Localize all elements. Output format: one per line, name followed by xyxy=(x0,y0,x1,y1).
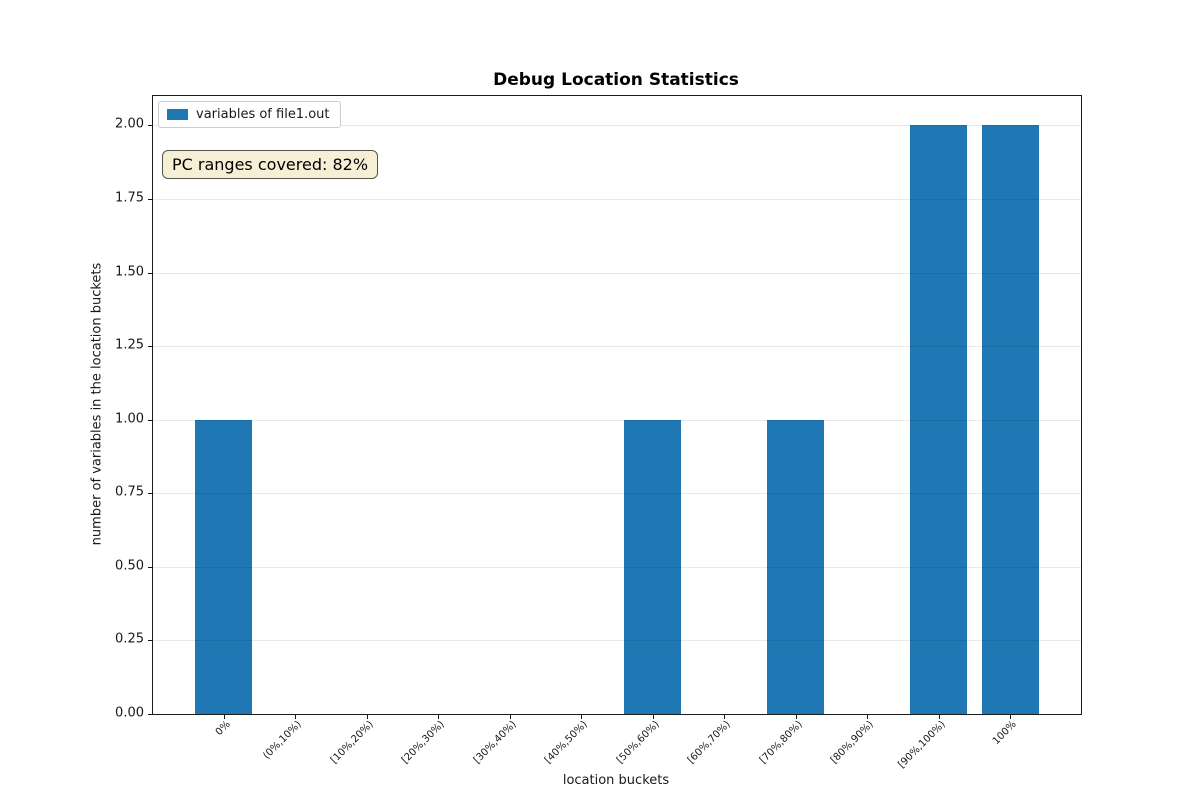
y-tick-mark xyxy=(148,125,152,127)
legend: variables of file1.out xyxy=(158,101,341,128)
y-tick-label: 1.25 xyxy=(115,337,144,353)
y-tick-label: 0.25 xyxy=(115,631,144,647)
gridline-y xyxy=(153,125,1081,127)
gridline-y xyxy=(153,199,1081,200)
x-tick-mark xyxy=(509,715,511,719)
y-tick-label: 0.00 xyxy=(115,705,144,721)
gridline-y xyxy=(153,566,1081,568)
y-tick-mark xyxy=(148,199,152,200)
y-tick-mark xyxy=(148,419,152,421)
y-tick-label: 1.75 xyxy=(115,190,144,206)
gridline-y xyxy=(153,493,1081,495)
y-tick-mark xyxy=(148,272,152,274)
bar-[70%,80%) xyxy=(767,419,825,714)
legend-swatch-icon xyxy=(167,109,188,120)
bar-[90%,100%) xyxy=(910,125,968,714)
y-axis-label: number of variables in the location buck… xyxy=(89,262,105,546)
x-tick-mark xyxy=(438,715,440,719)
y-tick-label: 1.00 xyxy=(115,411,144,427)
x-tick-mark xyxy=(652,715,654,719)
y-tick-mark xyxy=(148,640,152,642)
x-tick-mark xyxy=(581,715,583,719)
y-tick-mark xyxy=(148,714,152,715)
gridline-y xyxy=(153,419,1081,421)
gridline-y xyxy=(153,272,1081,274)
chart-title: Debug Location Statistics xyxy=(493,70,739,90)
x-tick-mark xyxy=(223,715,225,719)
x-tick-mark xyxy=(795,715,797,719)
legend-label: variables of file1.out xyxy=(196,107,330,122)
bar-0% xyxy=(195,419,253,714)
gridline-y xyxy=(153,346,1081,348)
x-tick-mark xyxy=(867,715,869,719)
x-tick-mark xyxy=(366,715,368,719)
y-tick-mark xyxy=(148,493,152,495)
y-tick-mark xyxy=(148,346,152,348)
x-tick-mark xyxy=(938,715,940,719)
bar-100% xyxy=(981,125,1039,714)
bar-[50%,60%) xyxy=(624,419,682,714)
y-tick-label: 2.00 xyxy=(115,116,144,132)
y-tick-label: 0.50 xyxy=(115,558,144,574)
y-tick-label: 0.75 xyxy=(115,484,144,500)
x-tick-mark xyxy=(724,715,726,719)
gridline-y xyxy=(153,640,1081,642)
x-tick-mark xyxy=(295,715,297,719)
annotation-pc-ranges: PC ranges covered: 82% xyxy=(162,150,379,179)
plot-area xyxy=(148,95,1082,719)
y-tick-label: 1.50 xyxy=(115,264,144,280)
x-tick-mark xyxy=(1010,715,1012,719)
x-axis-label: location buckets xyxy=(562,773,670,788)
y-tick-mark xyxy=(148,566,152,568)
